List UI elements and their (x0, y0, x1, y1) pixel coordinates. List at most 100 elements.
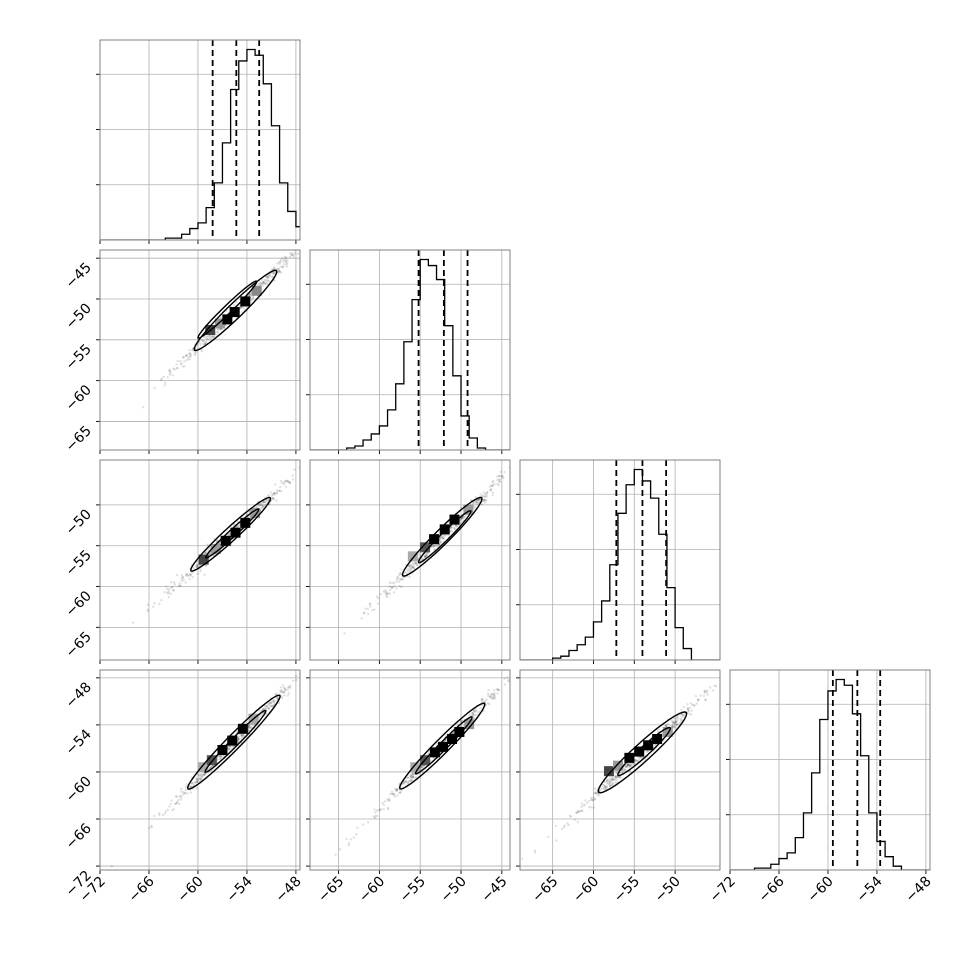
sample-point (590, 798, 594, 801)
sample-point (706, 693, 709, 696)
sample-point (492, 692, 495, 696)
sample-point (240, 734, 243, 738)
sample-point (169, 802, 172, 806)
sample-point (179, 794, 183, 797)
sample-point (304, 238, 306, 240)
sample-point (291, 474, 294, 477)
sample-point (195, 786, 198, 790)
sample-point (491, 693, 494, 696)
sample-point (390, 586, 394, 589)
density-cell (240, 517, 251, 528)
x-tick-label: −48 (273, 874, 305, 906)
sample-point (247, 726, 251, 729)
sample-point (440, 535, 443, 539)
sample-point (167, 595, 171, 599)
sample-point (401, 578, 405, 581)
sample-point (664, 724, 668, 728)
sample-point (362, 612, 366, 615)
sample-point (453, 526, 456, 529)
sample-point (270, 705, 274, 708)
sample-point (196, 772, 200, 776)
sample-point (537, 643, 539, 645)
sample-point (278, 489, 281, 493)
sample-point (560, 827, 564, 831)
sample-point (496, 692, 499, 695)
sample-point (201, 775, 204, 778)
sample-point (399, 791, 402, 794)
sample-point (395, 580, 398, 583)
sample-point (167, 590, 170, 593)
sample-point (261, 708, 264, 711)
sample-point (410, 567, 413, 570)
density-cell (643, 740, 654, 751)
sample-point (277, 269, 281, 272)
sample-point (412, 563, 416, 566)
sample-point (472, 502, 475, 505)
sample-point (585, 801, 589, 805)
sample-point (610, 783, 613, 786)
sample-point (191, 571, 194, 574)
sample-point (497, 484, 500, 487)
sample-point (440, 535, 444, 539)
sample-point (675, 722, 679, 726)
sample-point (521, 857, 524, 860)
sample-point (533, 849, 537, 852)
sample-point (186, 792, 189, 795)
density-cell (210, 543, 221, 554)
sample-point (439, 540, 442, 543)
sample-point (438, 537, 441, 541)
sample-point (680, 718, 683, 722)
sample-point (384, 590, 387, 594)
sample-point (599, 788, 603, 791)
contour-outer (186, 694, 281, 790)
sample-point (195, 777, 199, 780)
sample-point (608, 783, 611, 786)
histogram-panel-0 (96, 39, 301, 244)
sample-point (488, 702, 491, 706)
sample-point (195, 566, 198, 569)
sample-point (496, 482, 499, 486)
x-tick-label: −50 (652, 874, 684, 906)
sample-point (489, 488, 492, 491)
sample-point (280, 265, 283, 268)
sample-point (673, 717, 676, 720)
sample-point (450, 525, 453, 529)
x-tick-label: −45 (478, 874, 510, 906)
sample-point (270, 705, 273, 708)
sample-point (411, 772, 414, 775)
sample-point (280, 481, 284, 485)
sample-point (578, 809, 581, 813)
sample-point (189, 573, 192, 577)
sample-point (189, 354, 192, 358)
sample-point (237, 736, 240, 739)
sample-point (500, 475, 503, 478)
sample-point (160, 598, 163, 602)
sample-point (474, 714, 478, 717)
sample-point (296, 246, 298, 248)
sample-point (480, 503, 484, 506)
sample-point (195, 564, 198, 567)
sample-point (305, 239, 307, 241)
sample-point (211, 334, 214, 338)
sample-point (614, 781, 617, 784)
sample-point (576, 810, 580, 814)
sample-point (608, 780, 612, 784)
sample-point (408, 565, 411, 569)
sample-point (474, 710, 478, 714)
sample-point (164, 809, 168, 813)
sample-point (282, 481, 286, 484)
sample-point (611, 777, 615, 781)
sample-point (414, 776, 417, 780)
sample-point (423, 555, 427, 558)
sample-point (188, 358, 191, 361)
sample-point (485, 495, 488, 498)
sample-point (439, 543, 442, 546)
sample-point (160, 377, 164, 380)
sample-point (676, 718, 679, 722)
sample-point (194, 777, 198, 780)
sample-point (271, 493, 274, 497)
sample-point (675, 723, 679, 727)
sample-point (408, 564, 412, 567)
x-tick-label: −55 (611, 874, 643, 906)
sample-point (452, 527, 456, 530)
